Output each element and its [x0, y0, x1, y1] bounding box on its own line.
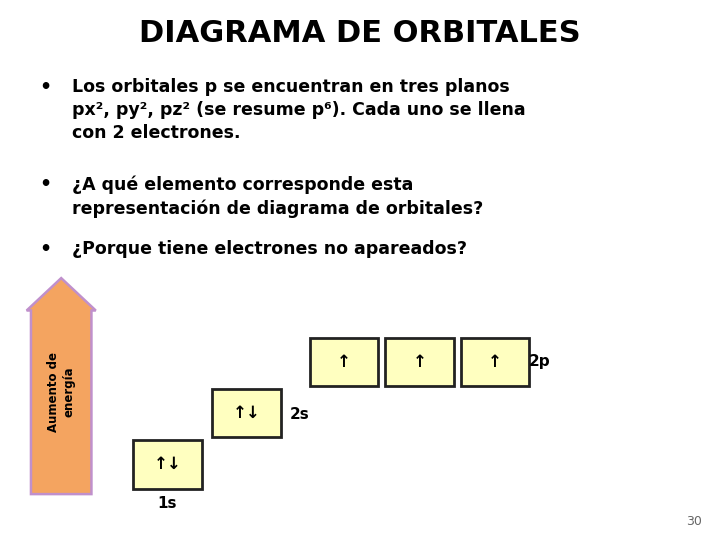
Text: ↑: ↑	[337, 353, 351, 371]
Bar	[212, 389, 281, 437]
Text: ¿A qué elemento corresponde esta
representación de diagrama de orbitales?: ¿A qué elemento corresponde esta represe…	[72, 176, 483, 218]
Text: •: •	[40, 240, 52, 259]
Text: Los orbitales p se encuentran en tres planos
px², py², pz² (se resume p⁶). Cada : Los orbitales p se encuentran en tres pl…	[72, 78, 526, 142]
Text: 2s: 2s	[290, 407, 310, 422]
Text: Aumento de
energía: Aumento de energía	[48, 352, 75, 431]
Text: ¿Porque tiene electrones no apareados?: ¿Porque tiene electrones no apareados?	[72, 240, 467, 258]
Text: ↑↓: ↑↓	[233, 404, 261, 422]
FancyArrow shape	[27, 278, 96, 494]
Bar	[133, 440, 202, 489]
Text: ↑: ↑	[413, 353, 426, 371]
Text: ↑: ↑	[488, 353, 502, 371]
Text: •: •	[40, 78, 52, 97]
Text: ↑↓: ↑↓	[153, 455, 181, 474]
Bar	[385, 338, 454, 386]
Text: 1s: 1s	[157, 496, 177, 511]
Text: •: •	[40, 176, 52, 194]
Text: DIAGRAMA DE ORBITALES: DIAGRAMA DE ORBITALES	[139, 19, 581, 48]
Text: 30: 30	[686, 515, 702, 528]
Bar	[461, 338, 529, 386]
Bar	[310, 338, 378, 386]
Text: 2p: 2p	[529, 354, 551, 369]
